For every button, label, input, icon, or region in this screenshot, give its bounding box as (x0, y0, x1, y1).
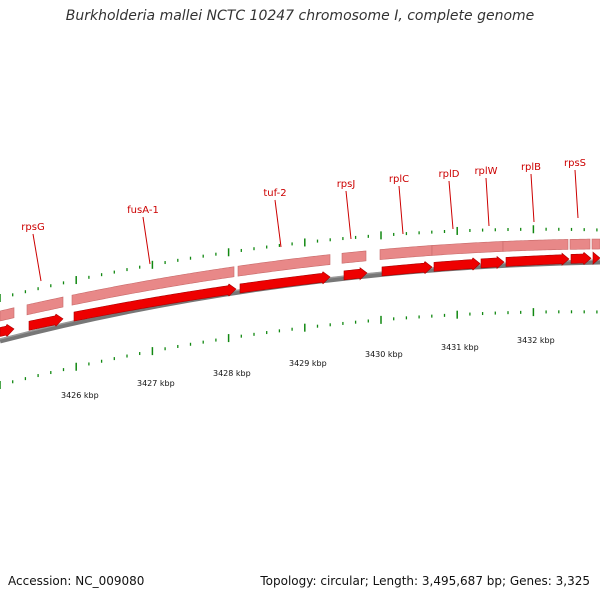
scale-label: 3426 kbp (61, 391, 99, 400)
gene-label: rplW (474, 166, 497, 177)
gene-label: rpsG (21, 222, 44, 233)
gene-arrow (505, 252, 570, 267)
gene-label-leader (530, 173, 535, 223)
gene-arrow (73, 283, 237, 322)
scale-label-layer: 3426 kbp 3427 kbp 3428 kbp 3429 kbp 3430… (61, 336, 555, 400)
gene-label: rplD (439, 169, 460, 180)
scale-label: 3427 kbp (137, 379, 175, 388)
gene-band-track (0, 238, 600, 322)
gene-arrow (480, 255, 505, 270)
gene-band (569, 238, 591, 250)
gene-band (591, 238, 600, 250)
gene-arrow (381, 261, 433, 277)
scale-label: 3431 kbp (441, 343, 479, 352)
gene-arrow (433, 257, 481, 272)
scale-label: 3430 kbp (365, 350, 403, 359)
gene-band (237, 254, 331, 277)
gene-band (0, 307, 15, 322)
gene-label-leader (574, 169, 579, 219)
gene-arrow (239, 271, 331, 294)
gene-label: rplC (389, 174, 409, 185)
inner-tick-row (0, 308, 598, 389)
gene-band (71, 266, 235, 306)
genome-summary-text: Topology: circular; Length: 3,495,687 bp… (260, 574, 590, 588)
gene-arrow (592, 251, 600, 265)
gene-label: rplB (521, 162, 541, 173)
gene-arrow (28, 313, 64, 331)
gene-band (26, 296, 64, 316)
genome-title: Burkholderia mallei NCTC 10247 chromosom… (65, 8, 535, 24)
gene-arrow (0, 324, 15, 337)
gene-label-layer: rpsG fusA-1 tuf-2 rpsJ rplC rplD rplW rplB rpsS (21, 158, 586, 282)
gene-arrow-track (0, 251, 600, 337)
gene-label-leader (142, 216, 151, 265)
scale-label: 3432 kbp (517, 336, 555, 345)
gene-label: rpsS (564, 158, 586, 169)
gene-label: rpsJ (337, 179, 356, 190)
gene-band (502, 239, 569, 252)
gene-label: fusA-1 (127, 205, 159, 216)
gene-arrow (343, 267, 368, 281)
gene-label-leader (448, 180, 454, 230)
gene-label-leader (485, 177, 490, 227)
gene-label-leader (32, 233, 42, 282)
scale-label: 3429 kbp (289, 359, 327, 368)
outer-tick-row (0, 225, 598, 302)
gene-arrow (570, 252, 592, 265)
gene-label-leader (345, 190, 352, 240)
gene-band (379, 245, 433, 260)
gene-label-leader (398, 185, 404, 235)
accession-text: Accession: NC_009080 (8, 574, 145, 588)
gene-label-leader (274, 199, 282, 248)
gene-band (341, 250, 367, 264)
gene-band (431, 241, 504, 256)
scale-label: 3428 kbp (213, 369, 251, 378)
gene-label: tuf-2 (263, 188, 286, 199)
